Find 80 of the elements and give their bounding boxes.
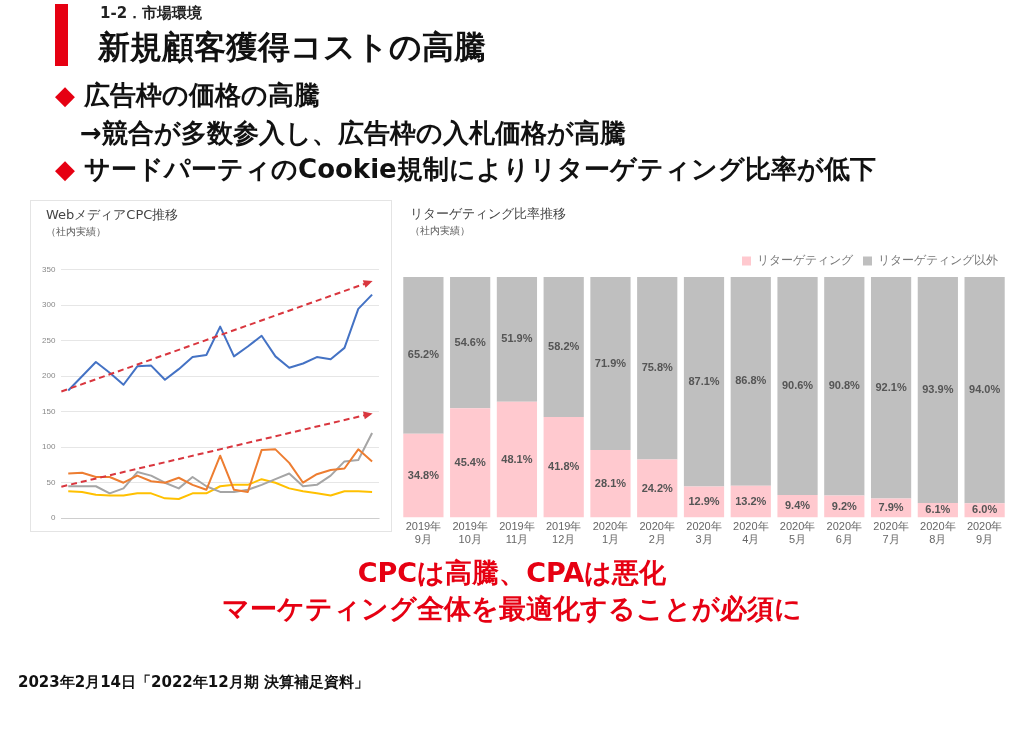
data-label: 92.1%	[875, 380, 907, 393]
text: ◆ 広告枠の価格の高騰	[55, 79, 321, 112]
data-label: 86.8%	[735, 374, 767, 387]
data-label: 13.2%	[735, 494, 767, 507]
chart-title: リターゲティング比率推移	[410, 205, 566, 223]
text: 新規顧客獲得コストの高騰	[98, 27, 486, 68]
bar	[496, 277, 538, 402]
x-tick-label: 2020年6月	[826, 520, 863, 546]
y-tick-label: 50	[46, 477, 56, 487]
x-tick-label: 2020年5月	[779, 520, 816, 546]
bar	[590, 277, 631, 450]
data-label: 12.9%	[688, 495, 720, 508]
text: 2023年2月14日「2022年12月期 決算補足資料」	[18, 673, 369, 692]
data-label: 94.0%	[969, 383, 1001, 396]
data-label: 6.1%	[925, 503, 951, 516]
x-tick-label: 2020年7月	[873, 520, 909, 546]
y-tick-label: 250	[41, 335, 56, 345]
bar	[543, 417, 584, 518]
data-label: 7.9%	[878, 501, 904, 514]
data-label: 28.1%	[594, 476, 627, 489]
x-tick-label: 2020年8月	[920, 520, 956, 546]
y-tick-label: 100	[41, 442, 56, 452]
data-label: 90.6%	[781, 379, 814, 392]
x-tick-label: 2020年4月	[733, 520, 769, 546]
x-tick-label: 2020年3月	[686, 520, 722, 546]
data-label: 9.2%	[831, 499, 858, 512]
data-label: 51.9%	[501, 332, 533, 345]
x-tick-label: 2019年10月	[452, 520, 488, 546]
bar	[870, 277, 912, 499]
data-label: 65.2%	[407, 348, 440, 361]
data-label: 87.1%	[688, 374, 720, 387]
x-tick-label: 2020年2月	[639, 520, 675, 546]
data-label: 48.1%	[501, 452, 533, 465]
text: CPCは高騰、CPAは悪化	[356, 556, 668, 590]
data-label: 75.8%	[641, 361, 674, 374]
data-label: 93.9%	[922, 382, 954, 395]
text: →競合が多数参入し、広告枠の入札価格が高騰	[80, 117, 626, 150]
text: 1-2．市場環境	[100, 4, 203, 23]
bar	[730, 277, 771, 486]
bar	[683, 277, 725, 487]
text: ◆ サードパーティのCookie規制によりリターゲティング比率が低下	[55, 153, 876, 186]
chart-subtitle: （社内実績）	[46, 225, 106, 239]
chart-subtitle: （社内実績）	[410, 224, 470, 238]
bar	[964, 277, 1005, 504]
data-label: 9.4%	[785, 499, 811, 512]
chart-title: WebメディアCPC推移	[46, 206, 179, 224]
x-tick-label: 2019年9月	[405, 520, 442, 546]
y-tick-label: 300	[41, 300, 56, 310]
x-tick-label: 2019年12月	[545, 520, 582, 546]
x-tick-label: 2020年1月	[592, 520, 629, 546]
legend-label: リターゲティング以外	[878, 253, 998, 268]
data-label: 90.8%	[828, 379, 861, 392]
bar	[637, 459, 678, 518]
data-label: 6.0%	[972, 503, 998, 516]
bar	[450, 408, 491, 518]
bar	[496, 401, 538, 518]
bar	[637, 277, 678, 460]
y-tick-label: 350	[41, 265, 56, 274]
text: マーケティング全体を最適化することが必須に	[221, 592, 803, 626]
data-label: 54.6%	[454, 335, 486, 348]
bar	[917, 277, 958, 503]
bar	[590, 449, 631, 518]
bar	[403, 277, 444, 434]
data-label: 45.4%	[454, 456, 486, 469]
data-label: 71.9%	[594, 356, 627, 369]
bar	[450, 277, 491, 409]
legend-label: リターゲティング	[757, 253, 854, 268]
bar	[403, 433, 444, 518]
data-label: 34.8%	[407, 468, 440, 481]
data-label: 58.2%	[548, 340, 580, 353]
x-tick-label: 2020年9月	[966, 520, 1003, 546]
y-tick-label: 0	[50, 513, 56, 523]
bar	[777, 277, 818, 495]
bar	[543, 277, 584, 418]
y-tick-label: 200	[41, 371, 56, 381]
bar	[824, 277, 865, 496]
y-tick-label: 150	[41, 406, 56, 416]
x-tick-label: 2019年11月	[499, 520, 535, 546]
data-label: 41.8%	[548, 460, 580, 473]
data-label: 24.2%	[641, 481, 674, 494]
